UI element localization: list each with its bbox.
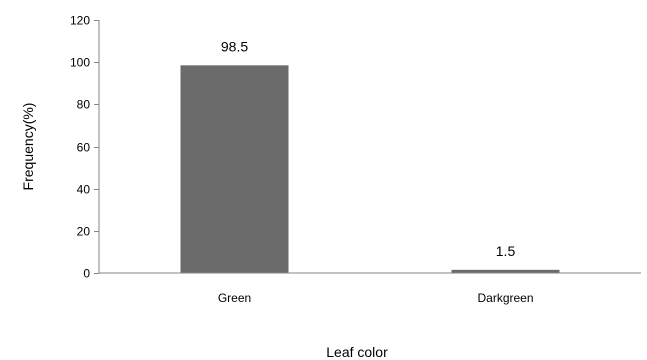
y-tick-label: 20 bbox=[77, 225, 91, 239]
bar-value-label: 98.5 bbox=[221, 38, 248, 54]
y-tick-labels: 0 20 40 60 80 100 120 bbox=[70, 14, 90, 281]
x-tick-label: Green bbox=[218, 291, 251, 305]
y-tick-label: 0 bbox=[83, 267, 90, 281]
y-tick-label: 40 bbox=[77, 183, 91, 197]
x-tick-labels: Green Darkgreen bbox=[218, 291, 534, 305]
y-axis-ticks bbox=[94, 20, 99, 274]
y-axis-title: Frequency(%) bbox=[20, 103, 36, 191]
bar-value-label: 1.5 bbox=[496, 243, 516, 259]
x-axis-title: Leaf color bbox=[326, 344, 388, 360]
y-tick-label: 100 bbox=[70, 56, 90, 70]
x-tick-label: Darkgreen bbox=[477, 291, 533, 305]
bar-green bbox=[180, 65, 289, 274]
bar-darkgreen bbox=[451, 269, 560, 273]
value-labels: 98.5 1.5 bbox=[221, 38, 516, 259]
y-tick-label: 60 bbox=[77, 141, 91, 155]
bars bbox=[180, 65, 560, 274]
y-tick-label: 120 bbox=[70, 14, 90, 28]
y-tick-label: 80 bbox=[77, 98, 91, 112]
